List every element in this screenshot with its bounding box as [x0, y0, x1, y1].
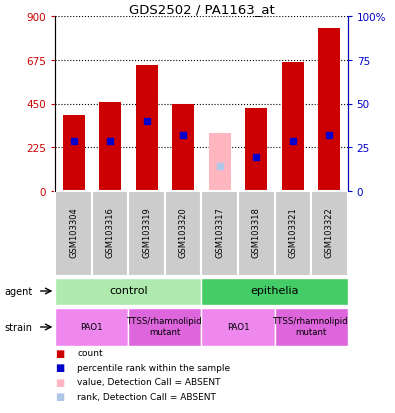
Text: GSM103317: GSM103317 [215, 207, 224, 258]
Text: ■: ■ [55, 377, 64, 387]
Bar [128, 192, 165, 276]
Bar [275, 192, 311, 276]
Text: GSM103304: GSM103304 [69, 207, 78, 258]
Text: GSM103319: GSM103319 [142, 207, 151, 258]
Point [107, 139, 113, 145]
Text: ■: ■ [55, 348, 64, 358]
Text: GSM103322: GSM103322 [325, 207, 334, 258]
Point [70, 139, 77, 145]
Text: strain: strain [4, 322, 32, 332]
Bar [201, 278, 348, 305]
Text: PAO1: PAO1 [227, 322, 249, 331]
Bar [209, 133, 231, 192]
Bar [165, 192, 201, 276]
Text: GSM103321: GSM103321 [288, 207, 297, 258]
Text: TTSS/rhamnolipid
mutant: TTSS/rhamnolipid mutant [127, 317, 203, 336]
Bar [238, 192, 275, 276]
Text: GSM103320: GSM103320 [179, 207, 188, 258]
Text: TTSS/rhamnolipid
mutant: TTSS/rhamnolipid mutant [273, 317, 349, 336]
Text: control: control [109, 286, 148, 296]
Text: percentile rank within the sample: percentile rank within the sample [77, 363, 230, 372]
Bar [128, 309, 201, 346]
Title: GDS2502 / PA1163_at: GDS2502 / PA1163_at [129, 3, 274, 16]
Bar [99, 102, 121, 192]
Text: GSM103316: GSM103316 [105, 207, 115, 258]
Bar [55, 309, 128, 346]
Bar [55, 192, 92, 276]
Point [326, 132, 333, 139]
Bar [201, 192, 238, 276]
Bar [245, 109, 267, 192]
Bar [136, 65, 158, 192]
Text: ■: ■ [55, 363, 64, 373]
Bar [172, 105, 194, 192]
Point [216, 163, 223, 170]
Text: PAO1: PAO1 [81, 322, 103, 331]
Bar [55, 278, 201, 305]
Point [143, 119, 150, 125]
Bar [275, 309, 348, 346]
Bar [318, 28, 340, 192]
Bar [63, 116, 85, 192]
Text: value, Detection Call = ABSENT: value, Detection Call = ABSENT [77, 377, 220, 387]
Bar [311, 192, 348, 276]
Text: agent: agent [4, 286, 32, 296]
Bar [282, 62, 304, 192]
Text: rank, Detection Call = ABSENT: rank, Detection Call = ABSENT [77, 392, 216, 401]
Bar [201, 309, 275, 346]
Text: count: count [77, 349, 103, 358]
Point [290, 139, 296, 145]
Text: ■: ■ [55, 392, 64, 401]
Point [180, 132, 186, 139]
Text: GSM103318: GSM103318 [252, 207, 261, 258]
Bar [92, 192, 128, 276]
Point [253, 154, 260, 161]
Text: epithelia: epithelia [250, 286, 299, 296]
